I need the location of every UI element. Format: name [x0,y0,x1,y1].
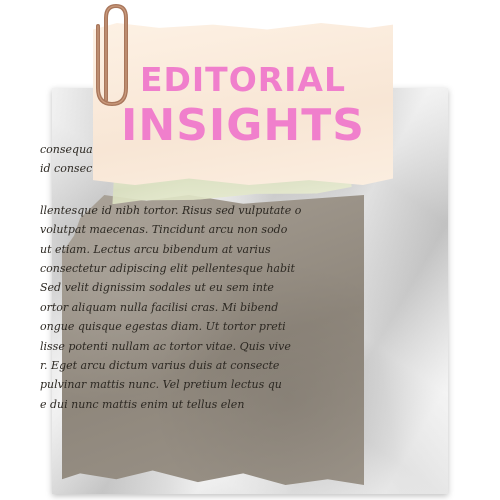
title-card [93,23,393,185]
article-line: ut etiam. Lectus arcu bibendum at varius [40,242,271,256]
article-line: llentesque id nibh tortor. Risus sed vul… [40,203,302,217]
article-line: pulvinar mattis nunc. Vel pretium lectus… [40,378,282,392]
article-line: ongue quisque egestas diam. Ut tortor pr… [40,320,286,334]
article-line: Sed velit dignissim sodales ut eu sem in… [40,281,274,295]
article-line: e dui nunc mattis enim ut tellus elen [40,397,245,411]
article-line: r. Eget arcu dictum varius duis at conse… [40,359,280,373]
article-line: lisse potenti nullam ac tortor vitae. Qu… [40,339,291,353]
page-title-line-2: INSIGHTS [121,100,365,151]
page-title-line-1: EDITORIAL [139,60,347,99]
article-line: ortor aliquam nulla facilisi cras. Mi bi… [40,300,279,314]
article-line: consectetur adipiscing elit pellentesque… [40,262,295,276]
paperclip-icon [96,3,128,107]
article-line: volutpat maecenas. Tincidunt arcu non so… [40,223,288,237]
torn-note-paper [62,195,364,485]
